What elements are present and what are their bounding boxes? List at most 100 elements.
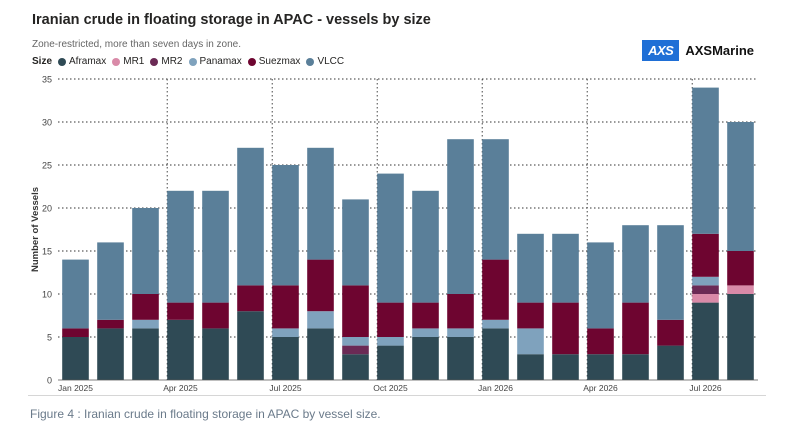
- bar-suezmax-13: [517, 302, 544, 329]
- bar-vlcc-17: [657, 225, 684, 320]
- bar-vlcc-12: [482, 139, 509, 260]
- legend-label-panamax: Panamax: [199, 56, 242, 67]
- bar-aframax-9: [377, 345, 404, 380]
- bar-panamax-12: [482, 319, 509, 329]
- legend-label-aframax: Aframax: [69, 56, 107, 67]
- y-axis-label: Number of Vessels: [30, 187, 41, 272]
- legend-item-vlcc[interactable]: VLCC: [306, 56, 344, 67]
- figure-caption: Figure 4 : Iranian crude in floating sto…: [30, 407, 381, 421]
- bar-mr1-19: [727, 285, 754, 294]
- bar-panamax-2: [132, 319, 159, 329]
- bar-panamax-11: [447, 328, 474, 337]
- bar-suezmax-0: [62, 328, 89, 337]
- bar-panamax-9: [377, 337, 404, 346]
- axsmarine-logo: AXS AXSMarine: [642, 40, 754, 61]
- bar-panamax-18: [692, 276, 719, 286]
- logo-name: AXSMarine: [685, 43, 754, 58]
- legend-title: Size: [32, 56, 53, 67]
- legend-dot-vlcc: [306, 57, 315, 66]
- bar-suezmax-17: [657, 319, 684, 346]
- x-tick-label-2: Jul 2025: [269, 383, 301, 393]
- bar-suezmax-9: [377, 302, 404, 337]
- legend-label-mr2: MR2: [161, 56, 183, 67]
- bar-suezmax-8: [342, 285, 369, 337]
- bar-vlcc-11: [447, 139, 474, 294]
- bar-suezmax-11: [447, 294, 474, 329]
- y-tick-label-20: 20: [42, 204, 52, 214]
- bar-panamax-13: [517, 328, 544, 355]
- bar-suezmax-1: [97, 319, 124, 329]
- y-tick-label-5: 5: [47, 333, 52, 343]
- legend-item-suezmax[interactable]: Suezmax: [247, 56, 300, 67]
- bar-suezmax-2: [132, 294, 159, 320]
- bar-suezmax-7: [307, 259, 334, 312]
- x-tick-label-5: Apr 2026: [583, 383, 618, 393]
- bar-aframax-16: [622, 354, 649, 380]
- bar-vlcc-9: [377, 173, 404, 303]
- legend-dot-mr2: [150, 57, 159, 66]
- bar-panamax-7: [307, 311, 334, 329]
- bar-aframax-18: [692, 302, 719, 380]
- bar-aframax-1: [97, 328, 124, 380]
- legend-dot-panamax: [188, 57, 197, 66]
- bar-vlcc-19: [727, 122, 754, 251]
- stacked-bar-chart: 0 5 10 15 20 25 30 35 Jan 2025 Apr 2025 Jul 2025 Oc…: [30, 75, 758, 393]
- bar-mr2-8: [342, 345, 369, 355]
- legend-label-mr1: MR1: [123, 56, 145, 67]
- bar-vlcc-13: [517, 233, 544, 303]
- y-tick-label-0: 0: [47, 376, 52, 386]
- bar-mr1-18: [692, 294, 719, 303]
- bar-aframax-10: [412, 337, 439, 380]
- bar-vlcc-18: [692, 87, 719, 234]
- bar-suezmax-12: [482, 259, 509, 320]
- y-tick-label-30: 30: [42, 118, 52, 128]
- legend-label-vlcc: VLCC: [317, 56, 345, 67]
- bar-suezmax-3: [167, 302, 194, 320]
- bar-panamax-8: [342, 337, 369, 346]
- bar-vlcc-15: [587, 242, 614, 329]
- x-tick-label-4: Jan 2026: [478, 383, 513, 393]
- bar-suezmax-4: [202, 302, 229, 329]
- bar-suezmax-18: [692, 233, 719, 277]
- legend: Size Aframax MR1 MR2 Panamax Suezmax VLC…: [32, 56, 350, 67]
- bar-vlcc-1: [97, 242, 124, 320]
- bar-vlcc-5: [237, 147, 264, 286]
- bar-suezmax-15: [587, 328, 614, 355]
- legend-item-aframax[interactable]: Aframax: [58, 56, 106, 67]
- bar-aframax-8: [342, 354, 369, 380]
- bar-vlcc-4: [202, 190, 229, 303]
- bar-suezmax-5: [237, 285, 264, 312]
- bar-aframax-4: [202, 328, 229, 380]
- bar-aframax-3: [167, 319, 194, 380]
- legend-dot-mr1: [112, 57, 121, 66]
- bar-suezmax-10: [412, 302, 439, 329]
- y-tick-label-10: 10: [42, 290, 52, 300]
- legend-item-mr2[interactable]: MR2: [150, 56, 183, 67]
- bar-mr2-18: [692, 285, 719, 294]
- bar-aframax-15: [587, 354, 614, 380]
- bar-aframax-5: [237, 311, 264, 380]
- legend-item-panamax[interactable]: Panamax: [188, 56, 242, 67]
- bar-aframax-11: [447, 337, 474, 380]
- chart-title: Iranian crude in floating storage in APA…: [32, 12, 431, 28]
- x-tick-label-0: Jan 2025: [58, 383, 93, 393]
- bar-aframax-19: [727, 294, 754, 380]
- x-tick-label-6: Jul 2026: [689, 383, 721, 393]
- bar-panamax-10: [412, 328, 439, 337]
- bar-vlcc-0: [62, 259, 89, 329]
- bar-vlcc-10: [412, 190, 439, 303]
- bar-panamax-6: [272, 328, 299, 337]
- bar-aframax-6: [272, 337, 299, 380]
- bar-aframax-0: [62, 337, 89, 380]
- bar-suezmax-6: [272, 285, 299, 329]
- bar-aframax-7: [307, 328, 334, 380]
- bar-vlcc-16: [622, 225, 649, 303]
- logo-mark: AXS: [642, 40, 680, 61]
- bar-aframax-14: [552, 354, 579, 380]
- bar-aframax-2: [132, 328, 159, 380]
- legend-item-mr1[interactable]: MR1: [112, 56, 144, 67]
- bar-suezmax-16: [622, 302, 649, 355]
- bar-aframax-17: [657, 345, 684, 380]
- bar-vlcc-3: [167, 190, 194, 303]
- bar-suezmax-14: [552, 302, 579, 355]
